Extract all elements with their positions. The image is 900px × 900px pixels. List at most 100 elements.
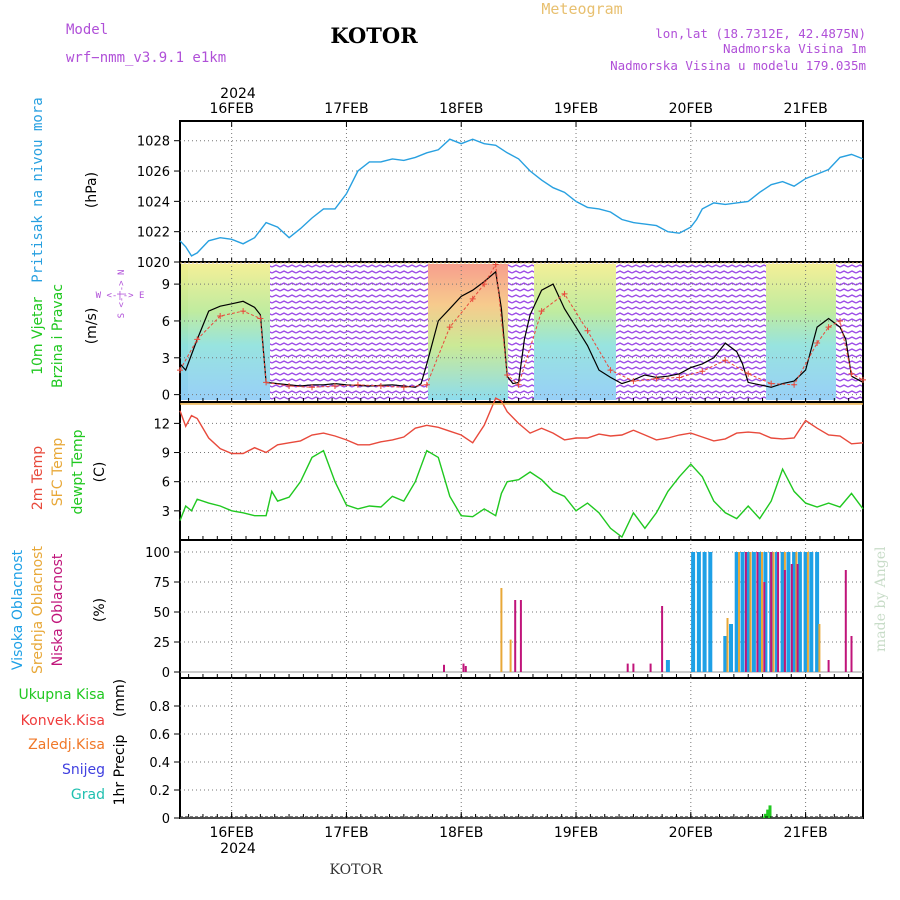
bar-clouds-2 [790,564,793,672]
bar-clouds-0 [763,552,768,672]
bar-clouds-0 [751,552,756,672]
bar-clouds-2 [626,663,629,672]
bar-clouds-0 [734,552,739,672]
bar-clouds-1 [749,552,752,672]
bar-clouds-2 [850,636,853,672]
wind-field-strong-3 [534,264,616,400]
bar-clouds-0 [723,636,728,672]
y-tick-label: 50 [153,606,170,621]
y-tick-label: 0 [162,812,170,827]
pressure-ylabel: Pritisak na nivou mora [30,97,46,282]
credit-label: made by Angel [873,546,889,652]
bar-clouds-1 [795,552,798,672]
cloud-ylabel-2: Srednja Oblacnost [30,546,46,674]
wind-ylabel-1: 10m Vjetar [30,297,46,375]
gust-marker [515,381,522,388]
gust-marker [860,376,866,383]
temp-ylabel-2: SFC Temp [50,438,66,507]
bar-clouds-0 [708,552,713,672]
x-tick-label-top: 18FEB [439,101,483,117]
bar-clouds-0 [729,624,733,672]
y-tick-label: 1022 [137,226,170,241]
series-line-wind-1 [179,262,864,388]
wind-field-strong-1 [188,264,270,400]
x-tick-label-top: 20FEB [669,101,713,117]
precip-legend-total: Ukupna Kisa [18,687,105,703]
bar-clouds-0 [774,552,779,672]
bar-clouds-2 [632,663,635,672]
temp-ylabel-3: dewpt Temp [70,429,86,514]
precip-legend-frozen: Zaledj.Kisa [28,737,105,753]
gust-marker [837,317,844,324]
bar-clouds-1 [500,588,503,672]
bar-clouds-0 [803,552,808,672]
bar-clouds-2 [661,606,664,672]
gust-marker [481,281,488,288]
gust-marker [607,367,614,374]
y-tick-label: 0.6 [149,728,170,743]
bar-clouds-1 [818,624,821,672]
bar-clouds-2 [796,564,799,672]
year-bottom-label: 2024 [220,841,256,857]
gust-marker [825,324,832,331]
panel-wind: 0 3 6 9 [162,261,866,404]
y-tick-label: 0.2 [149,784,170,799]
wind-compass-ns: S <-|-> N [117,270,127,319]
y-tick-label: 1026 [137,165,170,180]
bar-clouds-0 [792,552,797,672]
wind-unit: (m/s) [84,308,100,345]
bar-clouds-1 [509,639,512,672]
gust-marker [377,383,384,390]
bar-clouds-2 [744,552,747,672]
precip-unit: (mm) [112,679,128,717]
temp-ylabel-1: 2m Temp [30,446,46,510]
bar-clouds-1 [726,618,729,672]
gust-marker [791,381,798,388]
bar-clouds-2 [519,600,522,672]
gust-marker [538,308,545,315]
bar-clouds-0 [740,552,745,672]
series-line-temperature-0 [179,397,864,455]
y-tick-label: 75 [153,576,170,591]
y-tick-label: 3 [162,352,170,367]
bar-precip-0 [768,805,772,818]
footer-station-label: KOTOR [330,862,383,878]
bar-clouds-2 [827,660,830,672]
cloud-ylabel-3: Niska Oblacnost [50,553,66,666]
bar-clouds-2 [763,582,766,672]
x-tick-label-bottom: 19FEB [554,825,598,841]
y-tick-label: 1020 [137,256,170,271]
bar-clouds-2 [462,663,465,672]
y-tick-label: 3 [162,505,170,520]
precip-ylabel: 1hr Precip [112,735,128,806]
panel-precip: 0 0.2 0.4 0.6 0.8 [149,677,864,827]
x-tick-label-bottom: 20FEB [669,825,713,841]
series-line-pressure-0 [179,138,864,257]
precip-legend-conv: Konvek.Kisa [21,713,105,729]
gust-marker [653,375,660,382]
wind-field-calm-2 [270,264,428,400]
bar-clouds-0 [757,552,762,672]
bar-clouds-1 [761,552,763,672]
model-elevation-label: Nadmorska Visina u modelu 179.035m [610,58,866,73]
y-tick-label: 0.8 [149,700,170,715]
model-name: wrf−nmm_v3.9.1 e1km [66,50,226,66]
bar-clouds-1 [738,552,740,672]
panel-frame [179,401,864,541]
gust-marker [354,381,361,388]
bar-clouds-2 [844,570,847,672]
temp-unit: (C) [92,462,108,483]
bar-clouds-2 [443,664,445,672]
bar-precip-0 [761,816,765,818]
gust-marker [194,336,201,343]
gust-marker [676,374,683,381]
y-tick-label: 12 [153,417,170,432]
panel-frame [179,677,864,819]
gust-marker [745,370,752,377]
gust-marker [423,381,430,388]
x-tick-label-bottom: 17FEB [324,825,368,841]
gust-marker [263,379,270,386]
x-tick-label-bottom: 21FEB [783,825,827,841]
gust-marker [217,313,224,320]
bar-clouds-2 [756,552,759,672]
